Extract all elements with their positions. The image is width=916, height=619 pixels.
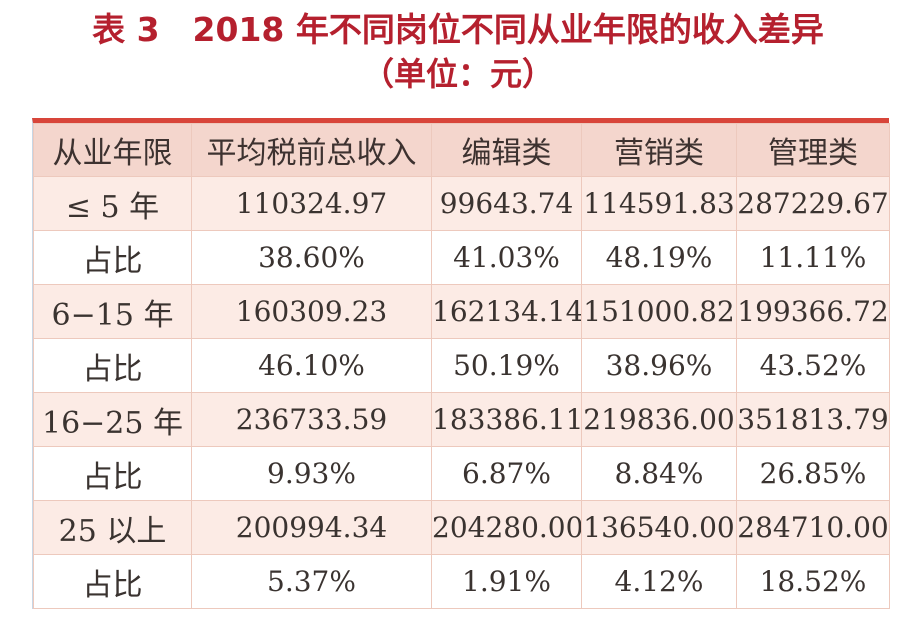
table-row: 6−15 年 160309.23 162134.14 151000.82 199… [33, 284, 890, 339]
header-avg-income: 平均税前总收入 [191, 123, 432, 177]
header-management: 管理类 [736, 123, 890, 177]
cell: 26.85% [736, 446, 890, 501]
cell: 38.60% [191, 230, 432, 285]
cell: 200994.34 [191, 500, 432, 555]
cell: 151000.82 [581, 284, 737, 339]
cell: 1.91% [431, 554, 582, 609]
table-row: 占比 9.93% 6.87% 8.84% 26.85% [33, 446, 890, 501]
income-table-container: 从业年限 平均税前总收入 编辑类 营销类 管理类 ≤ 5 年 110324.97… [32, 118, 890, 609]
cell: 204280.00 [431, 500, 582, 555]
table-title: 表 3 2018 年不同岗位不同从业年限的收入差异 [92, 10, 824, 49]
header-marketing: 营销类 [581, 123, 737, 177]
cell: 48.19% [581, 230, 737, 285]
cell: 236733.59 [191, 392, 432, 447]
cell: 284710.00 [736, 500, 890, 555]
cell: 351813.79 [736, 392, 890, 447]
cell: 199366.72 [736, 284, 890, 339]
row-label: 占比 [33, 338, 192, 393]
cell: 43.52% [736, 338, 890, 393]
cell: 8.84% [581, 446, 737, 501]
table-row: 25 以上 200994.34 204280.00 136540.00 2847… [33, 500, 890, 555]
row-label: 6−15 年 [33, 284, 192, 339]
cell: 162134.14 [431, 284, 582, 339]
table-row: 占比 46.10% 50.19% 38.96% 43.52% [33, 338, 890, 393]
row-label: 16−25 年 [33, 392, 192, 447]
cell: 41.03% [431, 230, 582, 285]
row-label: 占比 [33, 554, 192, 609]
header-years: 从业年限 [33, 123, 192, 177]
header-editorial: 编辑类 [431, 123, 582, 177]
cell: 99643.74 [431, 176, 582, 231]
cell: 4.12% [581, 554, 737, 609]
cell: 160309.23 [191, 284, 432, 339]
row-label: 25 以上 [33, 500, 192, 555]
cell: 50.19% [431, 338, 582, 393]
cell: 9.93% [191, 446, 432, 501]
table-unit-subtitle: （单位：元） [361, 55, 554, 93]
table-row: ≤ 5 年 110324.97 99643.74 114591.83 28722… [33, 176, 890, 231]
cell: 287229.67 [736, 176, 890, 231]
cell: 5.37% [191, 554, 432, 609]
row-label: 占比 [33, 446, 192, 501]
cell: 136540.00 [581, 500, 737, 555]
row-label: 占比 [33, 230, 192, 285]
table-row: 占比 38.60% 41.03% 48.19% 11.11% [33, 230, 890, 285]
cell: 183386.11 [431, 392, 582, 447]
cell: 219836.00 [581, 392, 737, 447]
cell: 38.96% [581, 338, 737, 393]
table-row: 占比 5.37% 1.91% 4.12% 18.52% [33, 554, 890, 609]
cell: 110324.97 [191, 176, 432, 231]
cell: 114591.83 [581, 176, 737, 231]
table-header-row: 从业年限 平均税前总收入 编辑类 营销类 管理类 [33, 123, 890, 177]
row-label: ≤ 5 年 [33, 176, 192, 231]
cell: 11.11% [736, 230, 890, 285]
table-row: 16−25 年 236733.59 183386.11 219836.00 35… [33, 392, 890, 447]
cell: 6.87% [431, 446, 582, 501]
cell: 46.10% [191, 338, 432, 393]
income-table: 从业年限 平均税前总收入 编辑类 营销类 管理类 ≤ 5 年 110324.97… [33, 123, 890, 609]
cell: 18.52% [736, 554, 890, 609]
